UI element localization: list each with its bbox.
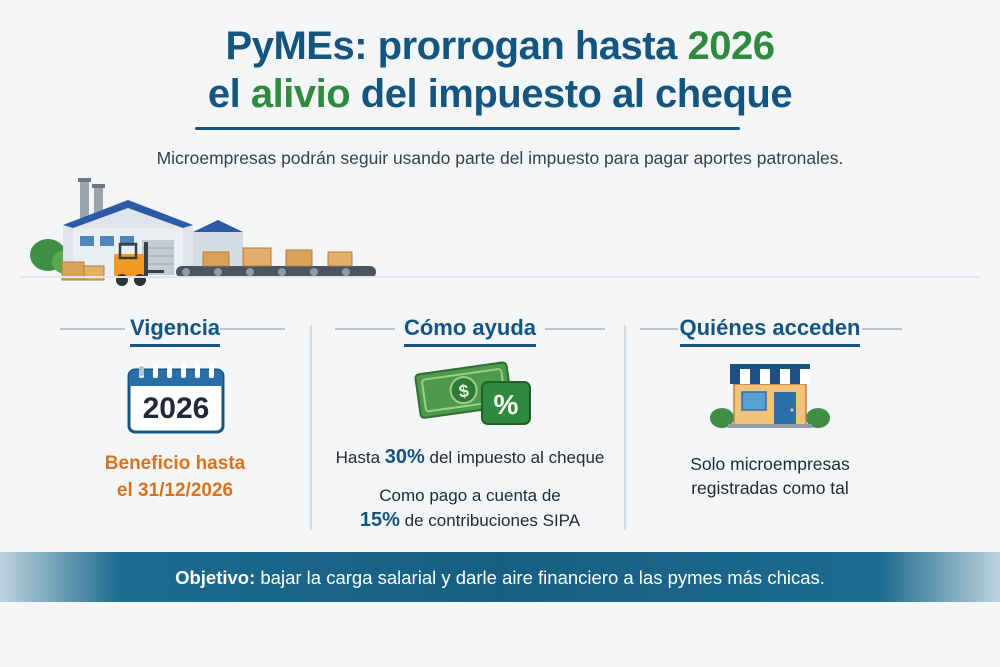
title-line-1: PyMEs: prorrogan hasta 2026 [0, 22, 1000, 70]
factory-illustration [30, 178, 376, 286]
column-como-ayuda: Cómo ayuda [395, 315, 545, 347]
title-line-2: el alivio del impuesto al cheque [0, 70, 1000, 118]
column-quienes-acceden: Quiénes acceden [678, 315, 862, 347]
benefit-line-2: el 31/12/2026 [116, 480, 234, 501]
heading-rule [640, 328, 678, 330]
title-text: el [207, 72, 251, 116]
column-vigencia: Vigencia [80, 315, 270, 347]
quienes-line-2: registradas como tal [691, 478, 849, 498]
conveyor-icon [176, 247, 376, 278]
column-divider [624, 325, 626, 530]
money-icon: $ % [414, 361, 531, 425]
heading-rule [545, 328, 605, 330]
ayuda-block-2: Como pago a cuenta de 15% de contribucio… [320, 484, 620, 533]
ayuda-line-3: 15% de contribuciones SIPA [320, 508, 620, 533]
benefit-text: Beneficio hasta el 31/12/2026 [80, 450, 270, 504]
heading-rule [335, 328, 395, 330]
objective-body: bajar la carga salarial y darle aire fin… [255, 567, 825, 588]
storefront-icon [710, 364, 830, 428]
heading-rule [60, 328, 125, 330]
ayuda-line-2: Como pago a cuenta de [379, 486, 561, 505]
vigencia-heading: Vigencia [129, 315, 221, 347]
quienes-line-1: Solo microempresas [690, 454, 850, 474]
benefit-line-1: Beneficio hasta [104, 453, 246, 474]
ayuda-text: de contribuciones SIPA [399, 511, 581, 530]
title-text: del impuesto al cheque [350, 72, 793, 116]
objective-banner [0, 552, 1000, 602]
column-divider [310, 325, 312, 530]
ayuda-text: Hasta [335, 448, 385, 467]
title-year: 2026 [687, 24, 775, 68]
title-text: PyMEs: prorrogan hasta [225, 24, 688, 68]
quienes-text: Solo microempresas registradas como tal [655, 452, 885, 500]
page-title: PyMEs: prorrogan hasta 2026 el alivio de… [0, 22, 1000, 118]
objective-label: Objetivo: [175, 567, 256, 588]
objective-text: Objetivo: bajar la carga salarial y darl… [0, 567, 1000, 589]
section-divider [20, 276, 980, 278]
factory-icon [30, 178, 243, 281]
como-ayuda-heading: Cómo ayuda [403, 315, 537, 347]
heading-rule [862, 328, 902, 330]
svg-text:$: $ [457, 381, 470, 402]
percent-symbol: % [494, 389, 519, 420]
ayuda-pct-15: 15% [359, 509, 400, 531]
quienes-heading: Quiénes acceden [679, 315, 860, 347]
calendar-year: 2026 [143, 392, 210, 425]
ayuda-pct-30: 30% [384, 446, 425, 468]
ayuda-line-1: Hasta 30% del impuesto al cheque [320, 446, 620, 469]
heading-rule [220, 328, 285, 330]
subtitle: Microempresas podrán seguir usando parte… [156, 148, 844, 168]
ayuda-text: del impuesto al cheque [424, 448, 605, 467]
calendar-icon: 2026 [127, 364, 225, 434]
percent-badge-icon: % [481, 381, 531, 425]
title-underline [195, 127, 740, 130]
title-highlight: alivio [250, 72, 351, 116]
